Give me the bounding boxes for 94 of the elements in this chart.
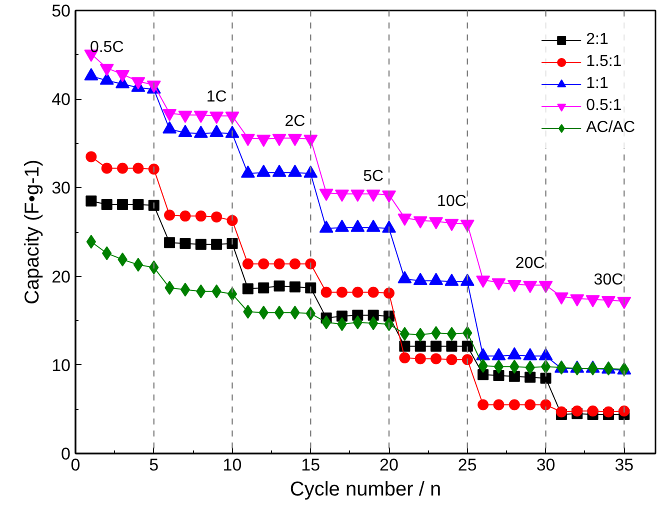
y-tick-label: 20 xyxy=(52,267,71,286)
point xyxy=(86,151,97,162)
y-axis-title: Capacity (F•g-1) xyxy=(22,160,44,304)
point xyxy=(164,210,176,221)
point xyxy=(211,211,222,222)
point xyxy=(540,399,552,410)
x-tick-label: 35 xyxy=(614,456,634,474)
legend-label: 2:1 xyxy=(586,31,608,49)
point xyxy=(384,288,395,299)
point xyxy=(101,199,112,210)
x-tick-label: 5 xyxy=(149,456,159,474)
point xyxy=(524,372,536,383)
point xyxy=(132,162,144,174)
x-tick-label: 25 xyxy=(458,456,477,474)
point xyxy=(289,258,300,270)
point xyxy=(524,399,536,410)
point xyxy=(399,352,410,364)
point xyxy=(572,405,583,416)
point xyxy=(320,286,332,298)
point xyxy=(226,214,238,226)
point xyxy=(462,340,473,352)
x-tick-label: 15 xyxy=(301,456,320,474)
point xyxy=(602,406,614,418)
point xyxy=(86,234,96,249)
point xyxy=(321,315,332,330)
point xyxy=(226,238,238,250)
y-tick-label: 10 xyxy=(52,356,71,375)
legend-label: 1.5:1 xyxy=(586,53,622,71)
annotation: 20C xyxy=(515,254,545,272)
point xyxy=(180,210,191,222)
point xyxy=(336,286,348,298)
point xyxy=(508,399,520,410)
y-tick-label: 30 xyxy=(52,178,71,198)
point xyxy=(588,361,598,376)
point xyxy=(148,200,160,211)
annotation: 30C xyxy=(594,272,624,289)
point xyxy=(180,238,191,250)
point xyxy=(493,370,504,382)
point xyxy=(430,340,442,352)
point xyxy=(494,360,504,374)
point xyxy=(195,238,206,250)
point xyxy=(508,370,520,382)
point xyxy=(587,405,598,416)
point xyxy=(101,162,112,174)
point xyxy=(414,353,426,364)
annotation: 5C xyxy=(363,168,384,186)
point xyxy=(258,282,270,294)
point xyxy=(274,280,285,292)
point xyxy=(446,340,458,352)
annotation: 10C xyxy=(437,192,466,210)
annotation: 0.5C xyxy=(90,38,124,56)
point xyxy=(414,340,426,352)
point xyxy=(400,326,410,341)
point xyxy=(180,282,190,297)
point xyxy=(556,406,567,418)
point xyxy=(164,237,176,248)
point xyxy=(195,210,206,222)
x-tick-label: 20 xyxy=(380,456,398,474)
point xyxy=(211,238,222,250)
point xyxy=(478,369,489,380)
point xyxy=(368,286,379,298)
point xyxy=(242,283,254,294)
point xyxy=(132,199,144,210)
point xyxy=(493,399,504,410)
point xyxy=(430,353,442,364)
legend-label: 0.5:1 xyxy=(586,97,622,115)
point xyxy=(117,199,128,210)
x-tick-label: 10 xyxy=(222,456,242,474)
y-tick-label: 50 xyxy=(52,2,71,20)
point xyxy=(305,282,316,294)
point xyxy=(274,306,284,320)
point xyxy=(289,281,300,292)
point xyxy=(540,372,552,384)
annotation: 1C xyxy=(206,88,227,106)
point xyxy=(117,162,128,174)
legend-label: 1:1 xyxy=(586,75,608,93)
point xyxy=(86,195,97,206)
point xyxy=(618,405,630,416)
legend-label: AC/AC xyxy=(586,119,635,137)
point xyxy=(242,258,254,270)
y-tick-label: 40 xyxy=(52,90,71,110)
x-tick-label: 30 xyxy=(536,456,556,474)
point xyxy=(446,326,457,341)
point xyxy=(133,258,144,272)
point xyxy=(478,399,489,410)
point xyxy=(352,286,364,298)
point xyxy=(258,258,270,270)
point xyxy=(274,258,285,270)
point xyxy=(462,354,473,366)
point xyxy=(148,164,160,175)
x-axis-title: Cycle number / n xyxy=(290,478,442,500)
point xyxy=(446,354,458,366)
annotation: 2C xyxy=(284,113,306,130)
point xyxy=(305,258,316,270)
